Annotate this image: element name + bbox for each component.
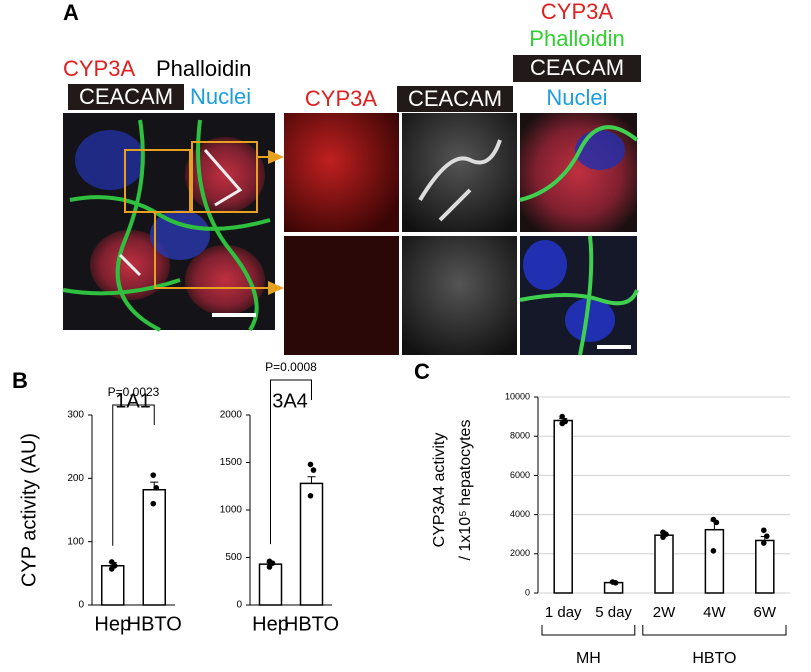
- y-tick-label: 2000: [510, 548, 530, 558]
- data-point: [307, 492, 314, 499]
- data-point: [559, 413, 565, 420]
- merge-label: Phalloidin: [529, 26, 624, 51]
- x-tick-label: 5 day: [595, 604, 632, 621]
- y-axis-label: CYP activity (AU): [18, 433, 40, 587]
- bar: [704, 528, 725, 594]
- stain-label: CYP3A: [63, 56, 135, 81]
- data-point: [660, 534, 666, 540]
- p-value: P=0.0008: [265, 360, 317, 374]
- y-tick-label: 6000: [510, 470, 530, 480]
- data-point: [150, 500, 157, 507]
- y-tick-label: 8000: [510, 431, 530, 441]
- bar: [258, 563, 283, 606]
- merge-label: Nuclei: [546, 85, 607, 110]
- y-tick-label: 100: [67, 536, 84, 547]
- y-tick-label: 500: [225, 552, 242, 563]
- data-point: [307, 461, 314, 468]
- data-point: [559, 420, 565, 427]
- x-tick-label: HBTO: [127, 613, 182, 635]
- data-point: [713, 519, 720, 526]
- x-tick-label: Hep: [94, 613, 131, 635]
- y-tick-label: 2000: [220, 410, 243, 421]
- significance-bracket: [112, 404, 155, 546]
- data-point: [108, 559, 115, 565]
- data-point: [761, 540, 767, 546]
- x-tick-label: 1 day: [545, 604, 582, 621]
- merge-label: CYP3A: [541, 0, 613, 24]
- bar: [299, 482, 324, 606]
- panel-label: A: [63, 0, 79, 25]
- y-axis-label: / 1x10⁵ hepatocytes: [457, 420, 474, 561]
- group-bracket: [541, 625, 636, 636]
- chart-title: 1A1: [115, 390, 151, 412]
- stain-label: CEACAM: [79, 84, 173, 109]
- data-point: [108, 566, 115, 572]
- x-tick-label: Hep: [252, 613, 289, 635]
- data-point: [761, 527, 767, 534]
- x-tick-label: 6W: [754, 604, 777, 621]
- x-tick-label: 4W: [703, 604, 726, 621]
- data-point: [269, 560, 276, 566]
- data-point: [150, 472, 157, 478]
- data-point: [266, 564, 273, 570]
- data-point: [612, 580, 619, 586]
- y-tick-label: 0: [236, 600, 242, 611]
- data-point: [153, 485, 160, 491]
- stain-label: Nuclei: [190, 84, 251, 109]
- y-tick-label: 300: [67, 410, 84, 421]
- bar: [142, 488, 166, 606]
- y-tick-label: 0: [525, 587, 530, 597]
- y-axis-label: CYP3A4 activity: [431, 433, 448, 548]
- micrograph-overview: [62, 113, 284, 332]
- group-label: HBTO: [692, 650, 736, 667]
- group-label: MH: [576, 650, 601, 667]
- chart-title: 3A4: [272, 390, 308, 412]
- significance-bracket: [270, 379, 312, 545]
- column-label: CYP3A: [305, 86, 377, 111]
- y-tick-label: 0: [78, 600, 84, 611]
- y-tick-label: 1500: [220, 457, 243, 468]
- x-tick-label: 2W: [653, 604, 676, 621]
- y-tick-label: 10000: [505, 391, 530, 401]
- merge-label: CEACAM: [530, 55, 624, 80]
- micrograph-panels: [284, 113, 639, 356]
- data-point: [310, 467, 317, 473]
- stain-label: Phalloidin: [156, 56, 251, 81]
- x-tick-label: HBTO: [284, 613, 339, 635]
- data-point: [764, 533, 770, 539]
- group-bracket: [642, 625, 787, 636]
- p-value: P=0.0023: [108, 385, 160, 399]
- data-point: [710, 548, 717, 554]
- panel-label: C: [414, 359, 430, 384]
- column-label: CEACAM: [408, 86, 502, 111]
- y-tick-label: 4000: [510, 509, 530, 519]
- bar: [654, 534, 674, 594]
- bar: [755, 539, 775, 594]
- panel-label: B: [12, 368, 28, 393]
- y-tick-label: 1000: [220, 505, 243, 516]
- bar: [553, 419, 573, 594]
- y-tick-label: 200: [67, 473, 84, 484]
- bar: [101, 564, 125, 606]
